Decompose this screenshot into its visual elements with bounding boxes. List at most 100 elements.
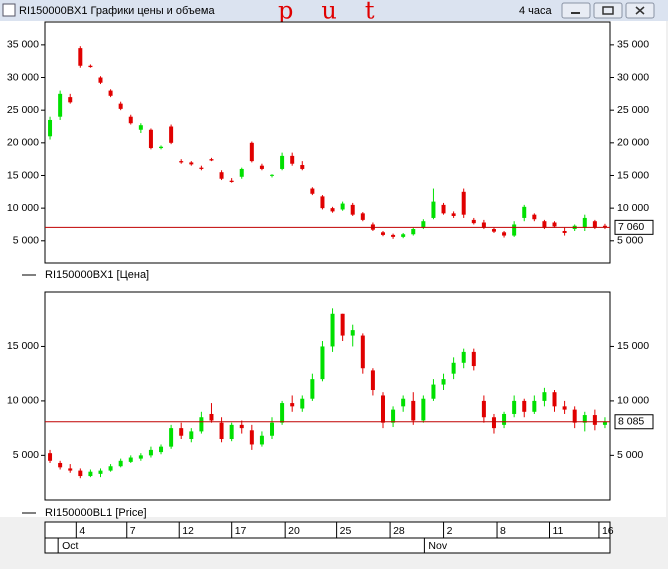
candle-body bbox=[542, 392, 547, 401]
plot-frame bbox=[44, 21, 611, 264]
candle-body bbox=[320, 346, 325, 380]
candle-body bbox=[239, 424, 244, 429]
candle-body bbox=[280, 155, 285, 169]
candle-body bbox=[138, 125, 143, 130]
candle-body bbox=[592, 221, 597, 228]
y-tick-label: 15 000 bbox=[617, 169, 649, 181]
candle-body bbox=[78, 48, 83, 66]
y-tick-label: 5 000 bbox=[617, 449, 643, 461]
candle-body bbox=[189, 162, 194, 165]
candle-body bbox=[290, 155, 295, 164]
candle-body bbox=[461, 191, 466, 215]
last-price-box bbox=[614, 414, 654, 430]
candle-body bbox=[68, 468, 73, 471]
candle-body bbox=[48, 453, 53, 461]
candle-body bbox=[270, 422, 275, 436]
candle-body bbox=[189, 431, 194, 440]
candle-body bbox=[199, 417, 204, 432]
candle-body bbox=[411, 229, 416, 235]
candle-body bbox=[491, 229, 496, 232]
x-tick-label: 28 bbox=[393, 525, 405, 537]
candle-body bbox=[179, 428, 184, 436]
title-bar bbox=[0, 0, 668, 21]
candle-body bbox=[350, 330, 355, 336]
candle-body bbox=[169, 126, 174, 143]
candle-body bbox=[179, 161, 184, 163]
candle-body bbox=[320, 196, 325, 209]
candle-body bbox=[199, 167, 204, 169]
x-tick-label: 7 bbox=[130, 525, 136, 537]
y-tick-label: 25 000 bbox=[617, 104, 649, 116]
candle-body bbox=[411, 400, 416, 421]
y-tick-label: 20 000 bbox=[617, 137, 649, 149]
candle-body bbox=[542, 221, 547, 228]
maximize-button[interactable] bbox=[593, 2, 623, 19]
candle-body bbox=[532, 400, 537, 412]
y-tick-label: 10 000 bbox=[7, 202, 39, 214]
candle-body bbox=[330, 208, 335, 212]
candle-body bbox=[360, 335, 365, 369]
candle-body bbox=[219, 422, 224, 440]
candle-body bbox=[88, 65, 93, 68]
candle-body bbox=[502, 232, 507, 236]
candle-body bbox=[98, 77, 103, 83]
candle-body bbox=[108, 90, 113, 96]
candle-body bbox=[502, 413, 507, 425]
candle-body bbox=[380, 395, 385, 423]
timeframe: 4 часа bbox=[519, 5, 553, 17]
x-tick-label: 17 bbox=[235, 525, 247, 537]
y-tick-label: 20 000 bbox=[7, 137, 39, 149]
y-tick-label: 30 000 bbox=[7, 71, 39, 83]
candle-body bbox=[280, 403, 285, 423]
candle-body bbox=[118, 460, 123, 467]
candle-body bbox=[300, 165, 305, 169]
candle-body bbox=[391, 234, 396, 237]
candle-body bbox=[340, 313, 345, 336]
minimize-button[interactable] bbox=[561, 2, 591, 19]
handwritten-note: put bbox=[278, 0, 402, 25]
month-label: Nov bbox=[428, 540, 447, 552]
candle-body bbox=[481, 400, 486, 418]
candle-body bbox=[159, 446, 164, 453]
candle-body bbox=[88, 471, 93, 477]
candle-body bbox=[239, 168, 244, 177]
last-price-box bbox=[614, 219, 654, 235]
candle-body bbox=[562, 406, 567, 410]
candle-body bbox=[300, 398, 305, 409]
window-buttons bbox=[561, 2, 655, 19]
last-price-label: 8 085 bbox=[618, 416, 644, 428]
candle-body bbox=[421, 398, 426, 421]
y-tick-label: 30 000 bbox=[617, 71, 649, 83]
close-icon bbox=[635, 6, 645, 15]
candle-body bbox=[522, 400, 527, 412]
y-tick-label: 5 000 bbox=[617, 235, 643, 247]
month-label: Oct bbox=[62, 540, 78, 552]
y-tick-label: 35 000 bbox=[7, 39, 39, 51]
candle-body bbox=[249, 142, 254, 162]
y-tick-label: 10 000 bbox=[617, 202, 649, 214]
candle-body bbox=[552, 222, 557, 227]
candle-body bbox=[391, 409, 396, 423]
candle-body bbox=[169, 428, 174, 447]
candle-body bbox=[350, 204, 355, 215]
x-tick-label: 12 bbox=[182, 525, 194, 537]
candle-body bbox=[128, 116, 133, 124]
candle-body bbox=[209, 413, 214, 421]
candle-body bbox=[259, 435, 264, 445]
candle-body bbox=[441, 379, 446, 385]
candle-body bbox=[572, 409, 577, 423]
candle-body bbox=[340, 203, 345, 210]
candle-body bbox=[451, 213, 456, 216]
x-tick-label: 25 bbox=[340, 525, 352, 537]
candle-body bbox=[148, 129, 153, 149]
x-tick-label: 16 bbox=[602, 525, 614, 537]
y-tick-label: 10 000 bbox=[617, 395, 649, 407]
candle-body bbox=[78, 470, 83, 477]
y-tick-label: 15 000 bbox=[617, 340, 649, 352]
candle-body bbox=[48, 119, 53, 137]
candle-body bbox=[471, 351, 476, 367]
candle-body bbox=[431, 384, 436, 399]
candle-body bbox=[219, 172, 224, 179]
candle-body bbox=[592, 415, 597, 425]
